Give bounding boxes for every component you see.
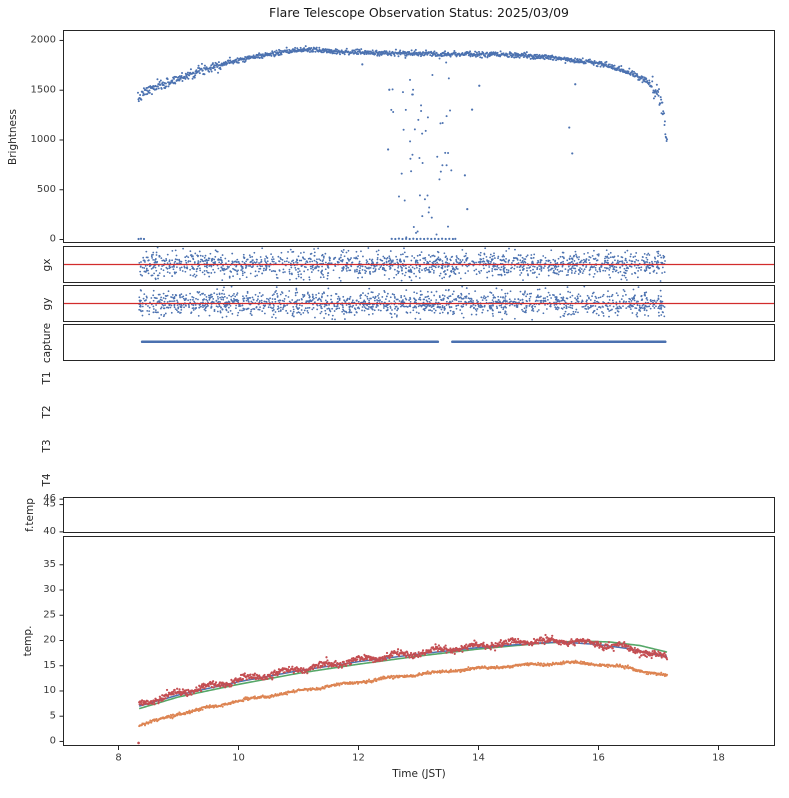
- y-axis-label-temp: temp.: [22, 625, 34, 657]
- y-axis-label-capture: capture: [41, 322, 53, 364]
- y-axis-label-t3: T3: [41, 439, 53, 453]
- y-axis-label-t1: T1: [41, 371, 53, 385]
- y-axis-label-t4: T4: [41, 473, 53, 487]
- figure-title: Flare Telescope Observation Status: 2025…: [269, 5, 569, 20]
- y-axis-label-ftemp: f.temp: [24, 498, 36, 532]
- x-axis-label: Time (JST): [392, 768, 446, 780]
- y-axis-label-brightness: Brightness: [7, 109, 19, 165]
- y-axis-label-gy: gy: [41, 297, 53, 311]
- y-axis-label-gx: gx: [41, 258, 53, 272]
- y-axis-label-t2: T2: [41, 405, 53, 419]
